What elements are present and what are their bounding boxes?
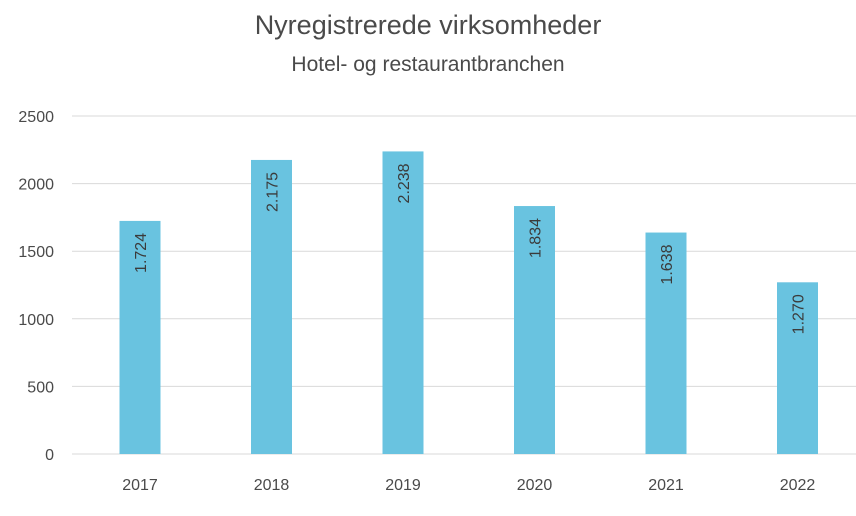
chart-title: Nyregistrerede virksomheder: [254, 10, 602, 40]
bar: [514, 206, 555, 454]
bar: [251, 159, 292, 454]
x-tick-label: 2018: [254, 477, 290, 494]
bar: [777, 282, 818, 454]
data-labels: 1.724 2.175 2.238 1.834 1.638 1.270: [133, 163, 808, 334]
y-tick-label: 2500: [18, 109, 54, 126]
bars: [119, 151, 818, 454]
x-tick-label: 2022: [780, 477, 816, 494]
x-tick-label: 2019: [385, 477, 421, 494]
data-label: 2.175: [265, 172, 282, 212]
gridlines: [72, 115, 856, 455]
data-label: 1.270: [791, 294, 808, 334]
y-tick-label: 1500: [18, 244, 54, 261]
y-tick-label: 2000: [18, 177, 54, 194]
y-tick-label: 1000: [18, 312, 54, 329]
y-tick-label: 0: [45, 447, 54, 464]
bar: [119, 220, 161, 454]
data-label: 2.238: [396, 163, 413, 203]
data-label: 1.834: [528, 218, 545, 258]
x-axis-tick-labels: 2017 2018 2019 2020 2021 2022: [122, 477, 815, 494]
data-label: 1.724: [133, 233, 150, 273]
y-tick-label: 500: [27, 379, 54, 396]
x-tick-label: 2017: [122, 477, 158, 494]
bar: [645, 232, 687, 454]
x-tick-label: 2020: [517, 477, 553, 494]
bar: [382, 151, 424, 454]
data-label: 1.638: [659, 244, 676, 284]
chart-subtitle: Hotel- og restaurantbranchen: [291, 53, 565, 76]
y-axis-tick-labels: 0 500 1000 1500 2000 2500: [18, 109, 54, 464]
x-tick-label: 2021: [648, 477, 684, 494]
